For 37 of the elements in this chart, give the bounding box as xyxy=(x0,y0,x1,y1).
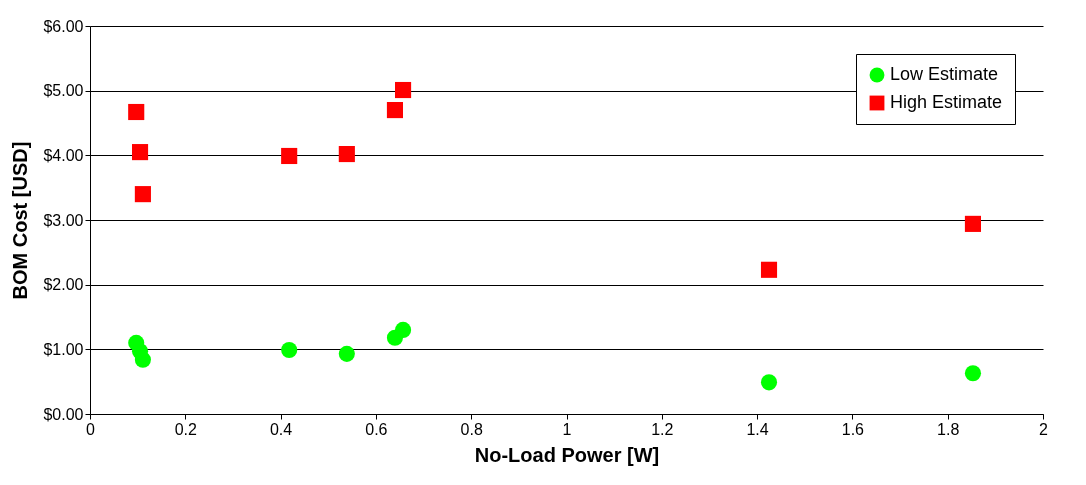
x-axis-title: No-Load Power [W] xyxy=(474,443,660,466)
x-tick-label: 0.6 xyxy=(365,420,388,438)
x-tick-label: 0.4 xyxy=(269,420,293,438)
x-tick-label: 0 xyxy=(86,420,96,438)
y-tick-label: $1.00 xyxy=(43,340,84,358)
y-tick-label: $0.00 xyxy=(43,405,84,423)
x-tick-label: 1.8 xyxy=(937,420,960,438)
point xyxy=(964,215,982,232)
point xyxy=(134,351,151,368)
x-tick-label: 2 xyxy=(1039,420,1049,438)
point xyxy=(386,102,404,119)
x-tick-label: 1.4 xyxy=(746,420,769,438)
point xyxy=(134,186,151,203)
x-tick-label: 1.2 xyxy=(651,420,674,438)
point xyxy=(338,345,355,362)
x-tick-label: 1.6 xyxy=(841,420,865,438)
y-tick-label: $3.00 xyxy=(43,211,84,229)
point xyxy=(395,321,412,338)
point xyxy=(964,365,982,382)
legend-label: Low Estimate xyxy=(890,64,999,84)
point xyxy=(131,144,149,161)
point xyxy=(760,261,778,278)
y-tick-label: $6.00 xyxy=(43,17,84,35)
legend-label: High Estimate xyxy=(890,92,1003,112)
x-tick-label: 0.8 xyxy=(460,420,483,438)
point xyxy=(760,374,778,391)
x-tick-label: 0.2 xyxy=(174,420,198,438)
point xyxy=(281,147,298,165)
x-tick-label: 1 xyxy=(562,420,572,438)
y-tick-label: $2.00 xyxy=(43,276,84,294)
point xyxy=(338,145,355,163)
y-tick-label: $5.00 xyxy=(43,82,84,100)
point xyxy=(128,103,145,121)
point xyxy=(281,341,298,359)
y-tick-label: $4.00 xyxy=(43,146,84,164)
point xyxy=(395,81,412,99)
y-axis-title: BOM Cost [USD] xyxy=(9,141,32,300)
